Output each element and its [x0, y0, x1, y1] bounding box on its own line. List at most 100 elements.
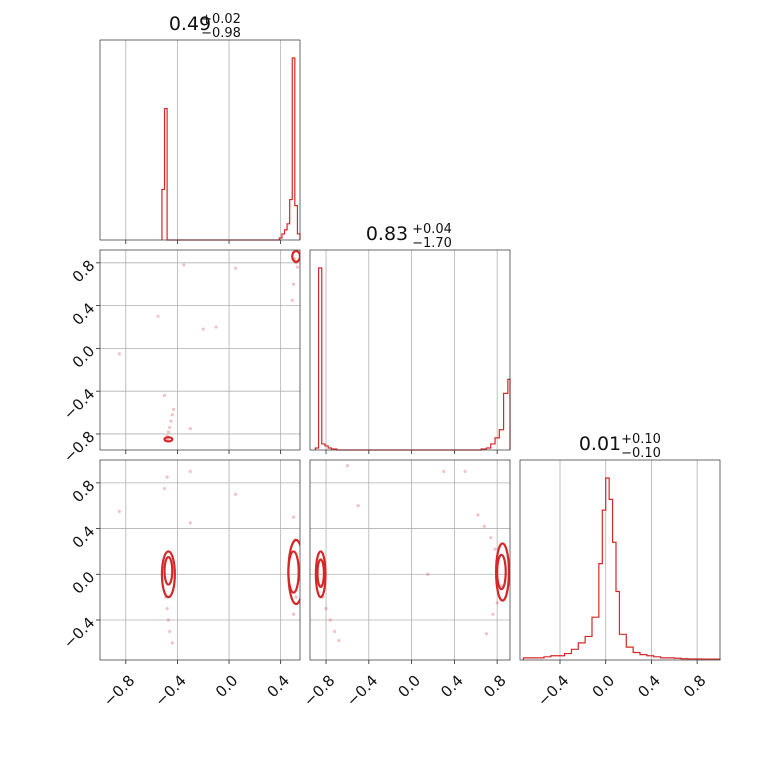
tick-label-x: 0.0: [589, 671, 619, 701]
density-contour: [316, 558, 326, 588]
grid-scatter-2-1: [310, 460, 510, 660]
grid-hist-0: [125, 40, 282, 240]
scatter-point: [463, 469, 467, 474]
ticks-hist-1: [325, 450, 498, 454]
tick-label-x: −0.8: [100, 671, 138, 709]
scatter-point: [166, 618, 170, 622]
scatter-point: [345, 464, 350, 468]
scatter-point: [171, 407, 176, 411]
scatter-point: [499, 584, 504, 588]
scatter-point: [182, 263, 186, 267]
grid-hist-1: [325, 250, 498, 450]
scatter-point: [291, 282, 296, 286]
scatter-point: [162, 393, 167, 398]
frame-hist-1: [309, 249, 511, 451]
scatter-point: [294, 595, 298, 599]
scatter-2-1-points: [319, 464, 504, 643]
title-hist-1: 0.83: [366, 223, 408, 245]
tick-label-x: −0.8: [300, 671, 338, 709]
scatter-2-0-contours: [160, 538, 300, 606]
scatter-point: [169, 419, 173, 423]
tick-label-y: −0.4: [60, 614, 98, 652]
panel-hist-1: 0.83 +0.04 −1.70: [309, 222, 511, 454]
tick-label-x: 0.4: [437, 671, 467, 701]
panel-scatter-2-0: [96, 459, 301, 664]
tick-label-x: 0.8: [480, 671, 510, 701]
tick-label-x: 0.4: [264, 671, 294, 701]
scatter-point: [156, 314, 160, 318]
histogram-2: [522, 477, 721, 660]
scatter-point: [295, 265, 300, 269]
title-hist-1-upper: +0.04: [412, 222, 452, 237]
grid-hist-2: [559, 460, 698, 660]
tick-label-y: 0.4: [69, 299, 99, 329]
scatter-point: [201, 327, 205, 331]
scatter-point: [162, 486, 167, 491]
density-contour: [160, 550, 176, 599]
title-hist-0: 0.49: [169, 13, 211, 35]
frame-scatter-1-0: [99, 249, 301, 451]
title-hist-0-lower: −0.98: [201, 26, 241, 41]
scatter-point: [168, 425, 172, 430]
scatter-point: [337, 638, 341, 643]
scatter-point: [476, 513, 480, 517]
title-hist-2-upper: +0.10: [621, 432, 661, 447]
histogram-1: [314, 267, 511, 451]
scatter-point: [484, 632, 489, 636]
title-hist-0-upper: +0.02: [201, 12, 241, 27]
scatter-point: [188, 521, 192, 525]
frame-scatter-2-0: [99, 459, 301, 661]
density-contour: [163, 556, 174, 586]
tick-label-y: 0.8: [69, 256, 99, 286]
grid-scatter-1-0: [100, 250, 300, 450]
scatter-point: [290, 298, 294, 302]
ticks-scatter-1-0: [96, 262, 282, 454]
scatter-point: [491, 612, 495, 616]
ticks-scatter-2-1: [325, 660, 498, 664]
panel-hist-2: 0.01 +0.10 −0.10: [519, 432, 721, 664]
tick-label-x: 0.8: [680, 671, 710, 701]
histogram-0: [161, 57, 301, 241]
scatter-1-0-contours: [163, 250, 300, 443]
frame-hist-0: [99, 39, 301, 241]
title-hist-2: 0.01: [579, 433, 621, 455]
ticks-scatter-2-0: [96, 482, 282, 664]
scatter-point: [482, 524, 486, 528]
density-contour: [496, 553, 507, 591]
ticks-hist-0: [125, 240, 282, 244]
density-contour: [287, 538, 300, 606]
scatter-point: [426, 572, 430, 576]
scatter-point: [356, 504, 360, 508]
scatter-point: [489, 536, 493, 540]
scatter-point: [233, 492, 238, 496]
tick-label-y: 0.0: [69, 568, 99, 598]
density-contour: [291, 250, 300, 263]
tick-label-y: −0.4: [60, 385, 98, 423]
scatter-point: [188, 469, 192, 474]
scatter-point: [170, 413, 174, 417]
title-hist-1-lower: −1.70: [412, 236, 452, 251]
scatter-point: [170, 641, 174, 645]
tick-label-x: 0.0: [212, 671, 242, 701]
density-contour: [163, 436, 174, 443]
tick-label-y: 0.0: [69, 342, 99, 372]
density-contour: [314, 550, 327, 599]
tick-label-y: −0.8: [60, 428, 98, 466]
scatter-point: [324, 606, 328, 611]
scatter-point: [291, 612, 296, 616]
scatter-point: [291, 515, 296, 519]
tick-label-x: −0.4: [151, 671, 189, 709]
tick-label-y: 0.8: [69, 476, 99, 506]
scatter-point: [332, 629, 337, 634]
ticks-hist-2: [559, 660, 698, 664]
panel-hist-0: 0.49 +0.02 −0.98: [99, 12, 301, 244]
scatter-point: [117, 509, 121, 514]
frame-scatter-2-1: [309, 459, 511, 661]
scatter-point: [493, 547, 497, 551]
tick-label-x: −0.4: [343, 671, 381, 709]
grid-scatter-2-0: [100, 460, 300, 660]
tick-label-x: −0.4: [534, 671, 572, 709]
tick-label-y: 0.4: [69, 522, 99, 552]
density-contour: [494, 542, 510, 602]
